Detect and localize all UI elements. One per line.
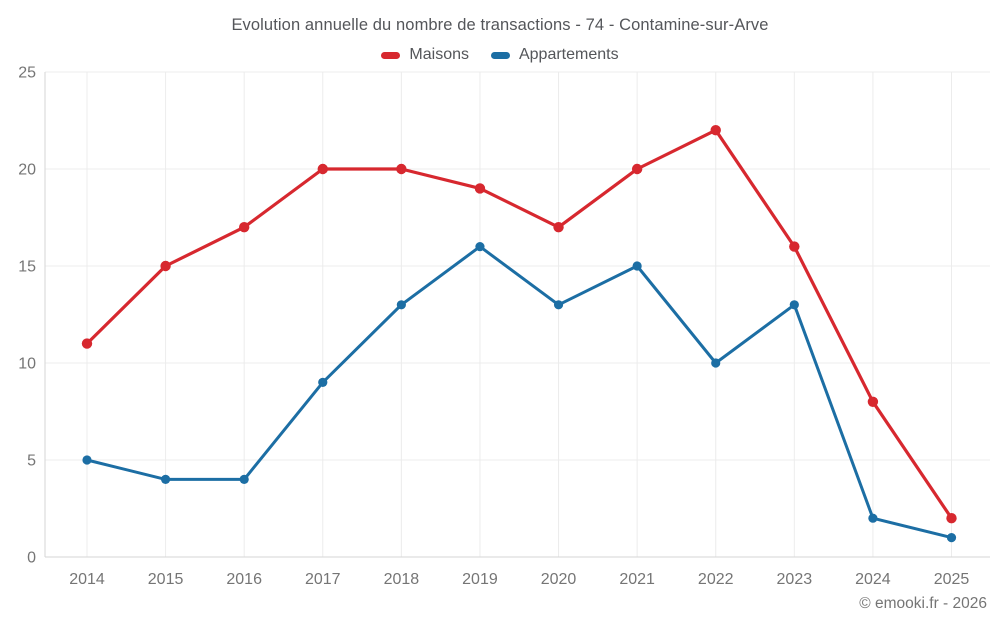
- appartements-line: [85, 245, 953, 540]
- y-tick-label: 5: [27, 453, 36, 470]
- legend-item-appartements[interactable]: Appartements: [490, 46, 619, 64]
- maisons-point-2021[interactable]: [631, 163, 643, 175]
- maisons-point-2016[interactable]: [238, 222, 250, 233]
- maisons-point-2018[interactable]: [396, 163, 407, 175]
- appartements-point-2015[interactable]: [160, 474, 171, 484]
- appartements-point-2023[interactable]: [789, 300, 799, 310]
- y-tick-label: 15: [18, 259, 36, 276]
- y-tick-label: 20: [18, 162, 36, 179]
- appartements-series-swatch-icon: [490, 51, 510, 59]
- x-tick-label: 2020: [541, 571, 577, 588]
- x-tick-label: 2014: [69, 571, 105, 588]
- x-tick-label: 2021: [619, 571, 655, 588]
- maisons-point-2025[interactable]: [946, 513, 957, 524]
- copyright: © emooki.fr - 2026: [859, 595, 987, 612]
- appartements-point-2016[interactable]: [239, 474, 249, 484]
- x-tick-label: 2015: [148, 571, 184, 588]
- legend: Maisons Appartements: [0, 46, 1000, 64]
- maisons-point-2023[interactable]: [789, 241, 800, 252]
- appartements-point-2024[interactable]: [868, 513, 878, 523]
- maisons-point-2017[interactable]: [317, 163, 328, 175]
- y-tick-label: 10: [18, 356, 36, 373]
- legend-label-appartements: Appartements: [518, 46, 619, 63]
- maisons-point-2024[interactable]: [867, 396, 879, 407]
- maisons-point-2015[interactable]: [160, 260, 171, 272]
- appartements-point-2025[interactable]: [946, 533, 957, 543]
- maisons-point-2020[interactable]: [553, 222, 564, 233]
- legend-item-maisons[interactable]: Maisons: [381, 46, 469, 64]
- y-tick-label: 25: [18, 65, 36, 82]
- appartements-point-2018[interactable]: [396, 300, 406, 310]
- x-tick-label: 2025: [934, 571, 970, 588]
- appartements-point-2022[interactable]: [711, 358, 721, 368]
- x-tick-label: 2019: [462, 571, 498, 588]
- chart-title: Evolution annuelle du nombre de transact…: [231, 16, 769, 34]
- maisons-series-swatch-icon: [381, 51, 401, 59]
- maisons-point-2019[interactable]: [474, 183, 486, 194]
- appartements-point-2019[interactable]: [475, 242, 485, 252]
- legend-label-maisons: Maisons: [409, 46, 469, 63]
- x-tick-label: 2018: [384, 571, 420, 588]
- x-tick-label: 2022: [698, 571, 734, 588]
- x-tick-label: 2024: [855, 571, 891, 588]
- appartements-point-2017[interactable]: [318, 377, 328, 387]
- appartements-point-2021[interactable]: [632, 261, 642, 271]
- y-tick-label: 0: [27, 550, 36, 567]
- maisons-point-2022[interactable]: [710, 125, 721, 136]
- x-tick-label: 2023: [777, 571, 813, 588]
- x-tick-label: 2017: [305, 571, 341, 588]
- maisons-point-2014[interactable]: [81, 338, 93, 349]
- appartements-point-2014[interactable]: [82, 455, 92, 465]
- appartements-point-2020[interactable]: [553, 300, 564, 310]
- x-tick-label: 2016: [226, 571, 262, 588]
- maisons-line: [85, 128, 954, 520]
